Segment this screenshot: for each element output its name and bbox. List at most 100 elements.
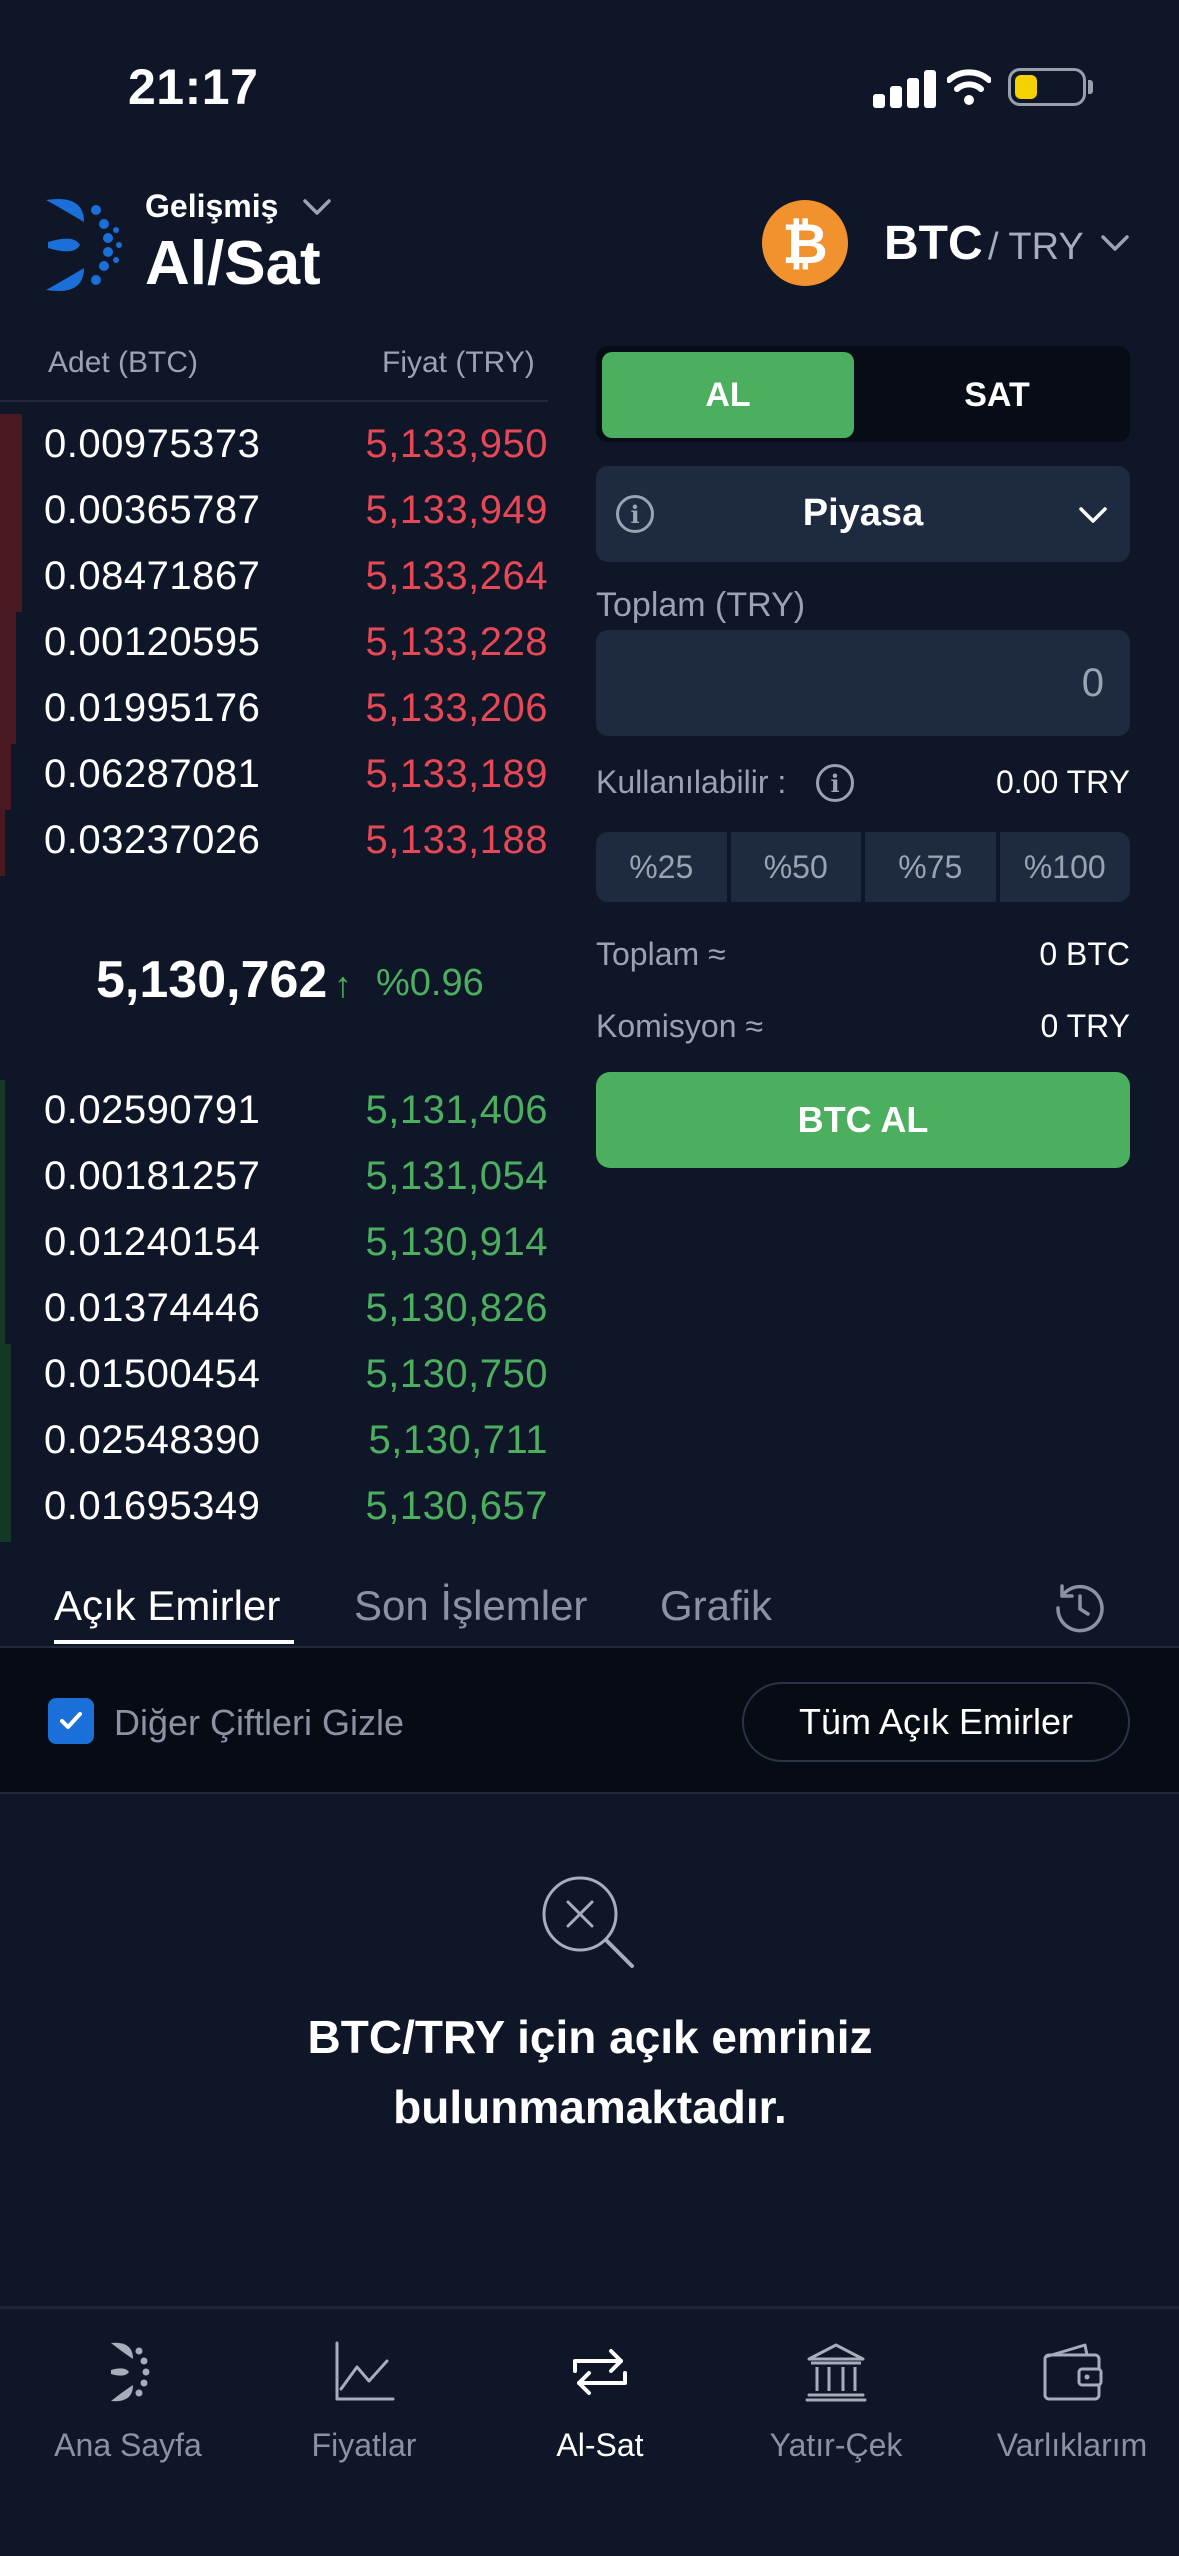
order-qty: 0.03237026 — [44, 818, 261, 862]
order-qty: 0.01995176 — [44, 686, 261, 730]
order-price: 5,131,054 — [365, 1154, 548, 1198]
orderbook-divider — [0, 400, 548, 402]
order-qty: 0.00365787 — [44, 488, 261, 532]
bid-row[interactable]: 0.01240154 5,130,914 — [0, 1212, 548, 1278]
nav-deposit-withdraw[interactable]: Yatır-Çek — [718, 2337, 954, 2464]
bid-row[interactable]: 0.01374446 5,130,826 — [0, 1278, 548, 1344]
all-open-orders-button[interactable]: Tüm Açık Emirler — [742, 1682, 1130, 1762]
chevron-down-icon — [1079, 507, 1107, 523]
percent-100-button[interactable]: %100 — [999, 832, 1130, 902]
buy-tab-button[interactable]: AL — [602, 352, 854, 438]
order-price: 5,130,750 — [365, 1352, 548, 1396]
order-type-value: Piyasa — [802, 492, 924, 534]
search-no-results-icon — [542, 1876, 634, 1968]
nav-label: Yatır-Çek — [769, 2427, 903, 2463]
nav-home[interactable]: Ana Sayfa — [10, 2337, 246, 2464]
depth-bar — [0, 1146, 6, 1212]
depth-bar — [0, 1080, 6, 1146]
chevron-down-icon[interactable] — [302, 196, 332, 218]
chart-icon — [335, 2341, 395, 2401]
percent-50-button[interactable]: %50 — [730, 832, 861, 902]
cellular-signal-icon — [873, 68, 937, 108]
depth-bar — [0, 810, 6, 876]
tab-chart[interactable]: Grafik — [660, 1582, 773, 1629]
pair-chevron-down-icon[interactable] — [1100, 232, 1130, 254]
order-price: 5,131,406 — [365, 1088, 548, 1132]
nav-label: Al-Sat — [556, 2427, 644, 2463]
mode-selector-label[interactable]: Gelişmiş — [145, 188, 279, 224]
ask-row[interactable]: 0.00365787 5,133,949 — [0, 480, 548, 546]
ask-row[interactable]: 0.00120595 5,133,228 — [0, 612, 548, 678]
info-icon[interactable]: i — [616, 495, 654, 533]
estimated-total-label: Toplam ≈ — [596, 936, 726, 972]
brand-logo-icon[interactable] — [44, 192, 124, 298]
depth-bar — [0, 546, 22, 612]
order-qty: 0.02590791 — [44, 1088, 261, 1132]
bid-row[interactable]: 0.01695349 5,130,657 — [0, 1476, 548, 1542]
nav-prices[interactable]: Fiyatlar — [246, 2337, 482, 2464]
percent-25-button[interactable]: %25 — [596, 832, 727, 902]
order-price: 5,133,264 — [365, 554, 548, 598]
order-type-select[interactable]: i Piyasa — [596, 466, 1130, 562]
order-price: 5,133,950 — [365, 422, 548, 466]
depth-bar — [0, 1476, 11, 1542]
percent-buttons: %25 %50 %75 %100 — [596, 832, 1130, 902]
price-change-percent: %0.96 — [376, 962, 484, 1004]
order-price: 5,133,228 — [365, 620, 548, 664]
buy-btc-button[interactable]: BTC AL — [596, 1072, 1130, 1168]
arrow-up-icon: ↑ — [334, 964, 352, 1005]
ask-row[interactable]: 0.00975373 5,133,950 — [0, 414, 548, 480]
last-price: 5,130,762 — [96, 951, 328, 1009]
orderbook-price-header: Fiyat (TRY) — [382, 346, 535, 379]
nav-assets[interactable]: Varlıklarım — [954, 2337, 1179, 2464]
depth-bar — [0, 414, 22, 480]
bank-icon — [805, 2343, 867, 2402]
info-icon[interactable]: i — [816, 764, 854, 802]
total-amount-input[interactable] — [596, 630, 1130, 736]
depth-bar — [0, 678, 17, 744]
nav-buy-sell[interactable]: Al-Sat — [482, 2337, 718, 2464]
bid-row[interactable]: 0.02548390 5,130,711 — [0, 1410, 548, 1476]
tab-open-orders[interactable]: Açık Emirler — [54, 1582, 281, 1629]
hide-other-pairs-label[interactable]: Diğer Çiftleri Gizle — [114, 1702, 405, 1743]
ask-row[interactable]: 0.01995176 5,133,206 — [0, 678, 548, 744]
percent-75-button[interactable]: %75 — [865, 832, 996, 902]
nav-label: Varlıklarım — [996, 2427, 1148, 2463]
pair-quote[interactable]: / TRY — [988, 226, 1084, 268]
page-title: Al/Sat — [145, 229, 321, 298]
order-price: 5,130,914 — [365, 1220, 548, 1264]
estimated-total-value: 0 BTC — [1039, 936, 1130, 972]
nav-label: Ana Sayfa — [54, 2427, 202, 2463]
commission-label: Komisyon ≈ — [596, 1008, 763, 1044]
bid-row[interactable]: 0.00181257 5,131,054 — [0, 1146, 548, 1212]
order-qty: 0.00975373 — [44, 422, 261, 466]
bottom-navigation: Ana Sayfa Fiyatlar Al-Sat Yatır-Çek — [0, 2306, 1179, 2556]
order-qty: 0.08471867 — [44, 554, 261, 598]
order-qty: 0.01374446 — [44, 1286, 261, 1330]
depth-bar — [0, 1212, 6, 1278]
empty-state-line1: BTC/TRY için açık emriniz — [307, 2011, 873, 2063]
hide-other-pairs-checkbox[interactable] — [48, 1698, 94, 1744]
home-logo-icon — [111, 2342, 150, 2402]
order-price: 5,130,826 — [365, 1286, 548, 1330]
depth-bar — [0, 1278, 6, 1344]
commission-value: 0 TRY — [1040, 1008, 1130, 1044]
status-time: 21:17 — [128, 59, 259, 115]
ask-row[interactable]: 0.08471867 5,133,264 — [0, 546, 548, 612]
order-qty: 0.01695349 — [44, 1484, 261, 1528]
pair-base[interactable]: BTC — [884, 217, 983, 270]
order-qty: 0.06287081 — [44, 752, 261, 796]
bid-row[interactable]: 0.01500454 5,130,750 — [0, 1344, 548, 1410]
bitcoin-icon[interactable]: ₿ — [762, 200, 848, 286]
total-label: Toplam (TRY) — [596, 586, 806, 624]
battery-cap — [1088, 80, 1093, 94]
exchange-icon — [573, 2349, 627, 2395]
ask-row[interactable]: 0.06287081 5,133,189 — [0, 744, 548, 810]
ask-row[interactable]: 0.03237026 5,133,188 — [0, 810, 548, 876]
history-icon[interactable] — [1052, 1580, 1108, 1636]
tab-recent-trades[interactable]: Son İşlemler — [354, 1582, 588, 1629]
order-qty: 0.00181257 — [44, 1154, 261, 1198]
orders-filter-bar — [0, 1648, 1179, 1794]
sell-tab-button[interactable]: SAT — [964, 375, 1030, 414]
bid-row[interactable]: 0.02590791 5,131,406 — [0, 1080, 548, 1146]
